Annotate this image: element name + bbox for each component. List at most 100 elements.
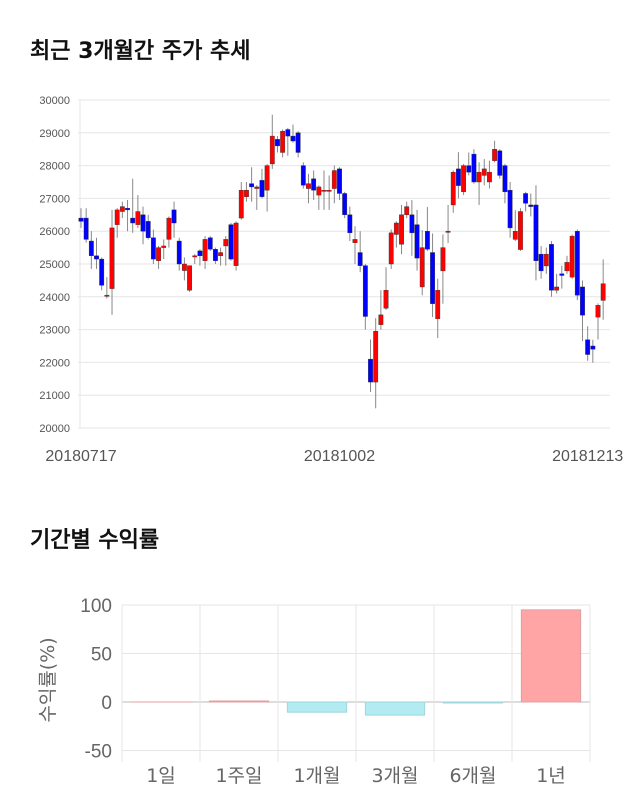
y-tick-label: 26000	[39, 226, 70, 238]
candle-body	[166, 217, 172, 240]
candle-body	[518, 211, 523, 250]
candle-body	[368, 358, 373, 383]
candle-body	[244, 189, 249, 197]
candle-body	[321, 189, 327, 192]
candle-body	[404, 206, 410, 216]
x-tick-label: 1개월	[293, 765, 340, 787]
y-tick-label: 20000	[39, 423, 70, 435]
candle-body	[88, 240, 94, 256]
candle-body	[114, 209, 120, 225]
candle-body	[104, 294, 110, 297]
candle-body	[492, 148, 497, 161]
candle-body	[78, 217, 84, 222]
candle-body	[145, 221, 151, 238]
candle-body	[373, 331, 379, 383]
candle-body	[207, 237, 213, 250]
y-tick-label: 23000	[39, 325, 70, 337]
return-bar	[208, 700, 270, 703]
y-tick-label: 22000	[39, 357, 70, 369]
candle-body	[347, 214, 353, 234]
candle-body	[569, 235, 575, 278]
candle-body	[523, 193, 529, 204]
x-tick-label: 20181213	[552, 448, 623, 465]
candle-body	[156, 247, 161, 261]
candle-body	[125, 208, 130, 211]
candle-body	[197, 250, 203, 257]
candle-body	[300, 165, 306, 186]
candle-body	[275, 139, 280, 147]
candle-body	[285, 129, 291, 137]
candle-body	[213, 249, 218, 261]
candle-body	[471, 153, 477, 183]
candle-body	[83, 217, 89, 240]
y-tick-label: 0	[101, 693, 112, 714]
candle-body	[528, 204, 534, 207]
candle-body	[487, 171, 492, 183]
candle-body	[99, 258, 105, 286]
candle-body	[295, 132, 301, 153]
y-tick-label: 100	[80, 596, 112, 617]
candle-body	[466, 165, 472, 173]
candle-body	[342, 193, 348, 215]
candle-body	[150, 237, 156, 260]
y-tick-label: 24000	[39, 292, 70, 304]
candle-body	[378, 314, 384, 325]
return-bar	[286, 701, 348, 713]
period-return-title: 기간별 수익률	[30, 528, 160, 553]
candle-body	[414, 224, 420, 259]
candle-body	[399, 214, 404, 245]
candle-body	[393, 222, 399, 235]
y-tick-label: 29000	[39, 128, 70, 140]
candle-body	[445, 230, 451, 233]
y-tick-label: 25000	[39, 259, 70, 271]
candle-body	[352, 239, 358, 243]
y-tick-label: 27000	[39, 193, 70, 205]
candle-body	[476, 171, 482, 183]
candle-body	[574, 230, 580, 296]
y-tick-label: -50	[85, 742, 112, 763]
candle-body	[430, 252, 435, 304]
candle-body	[238, 189, 244, 219]
candle-body	[595, 305, 601, 318]
candle-body	[440, 247, 446, 272]
candle-body	[130, 217, 136, 224]
candle-body	[254, 186, 260, 189]
candle-body	[559, 273, 565, 276]
y-tick-label: 30000	[39, 95, 70, 107]
candle-body	[383, 290, 389, 309]
candle-body	[280, 130, 286, 153]
candle-body	[435, 290, 441, 319]
return-bar	[364, 701, 426, 716]
candle-body	[228, 224, 234, 260]
candle-body	[109, 227, 115, 289]
candle-body	[481, 168, 487, 176]
candle-body	[187, 265, 192, 291]
candle-body	[218, 252, 223, 257]
candle-body	[424, 230, 430, 250]
candle-body	[357, 252, 363, 266]
return-bar	[520, 609, 582, 703]
candle-body	[119, 206, 125, 212]
return-bar	[442, 701, 504, 704]
candle-body	[543, 253, 549, 267]
candle-body	[311, 178, 317, 191]
candle-body	[538, 253, 544, 272]
candle-body	[502, 165, 508, 193]
candle-body	[140, 214, 146, 232]
candle-body	[497, 150, 503, 176]
candle-body	[419, 247, 425, 288]
candle-body	[388, 232, 394, 265]
candle-body	[223, 239, 229, 247]
x-tick-label: 1일	[146, 765, 176, 787]
candlestick-chart: 20000 21000 22000 23000 24000 25000 26000 27000…	[39, 95, 623, 465]
candle-body	[161, 245, 167, 248]
candle-body	[259, 180, 265, 197]
candle-body	[331, 170, 337, 189]
y-tick-label: 28000	[39, 161, 70, 173]
candle-body	[135, 211, 141, 225]
candle-body	[316, 186, 322, 196]
candle-body	[269, 135, 275, 165]
candle-body	[94, 255, 99, 260]
candle-body	[512, 230, 518, 240]
